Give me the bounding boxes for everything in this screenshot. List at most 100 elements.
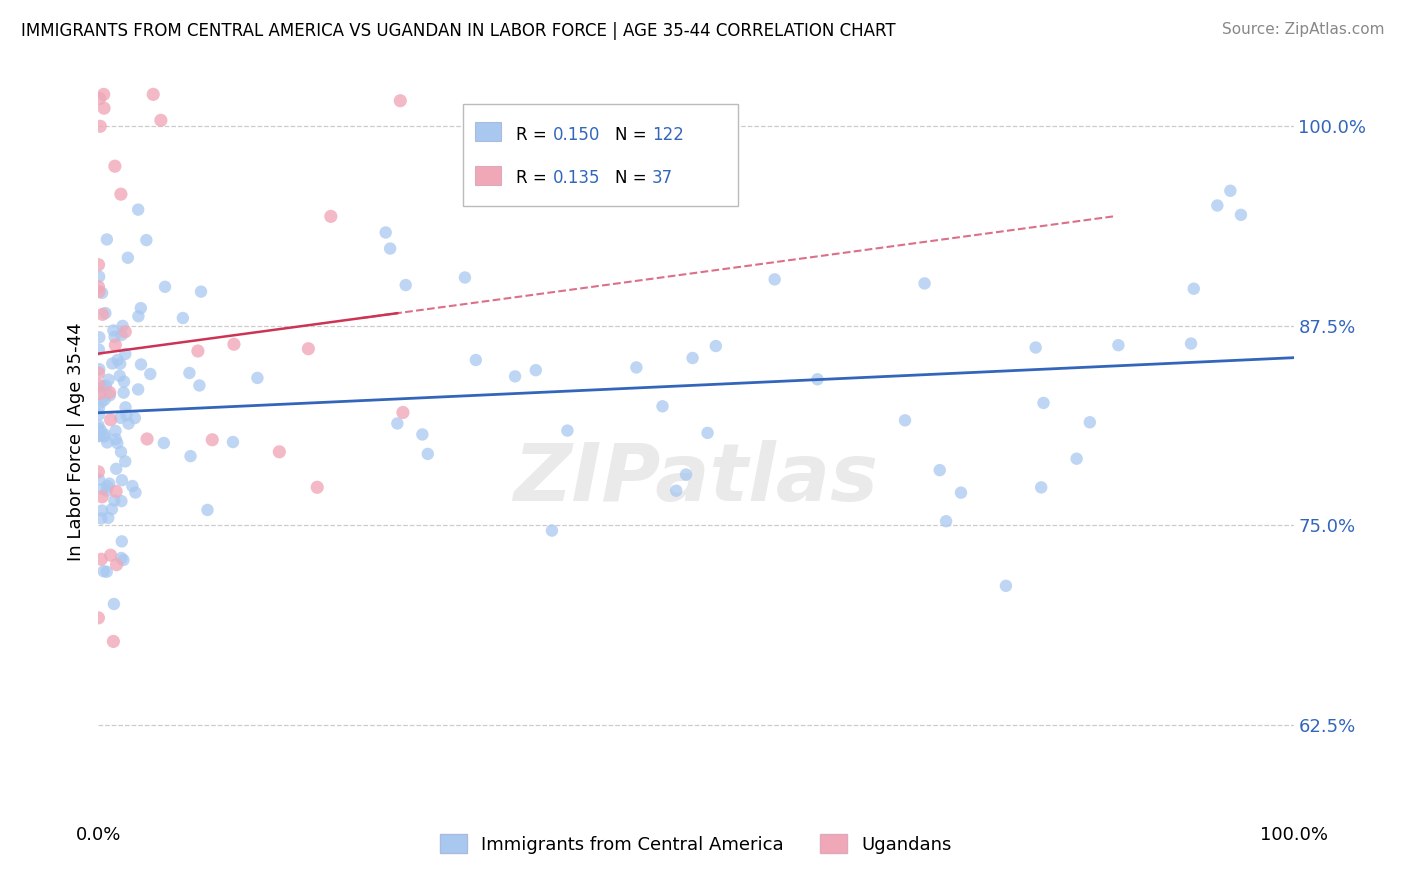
Point	[269, 445, 291, 459]
Text: R =: R =	[516, 126, 551, 144]
Point	[1206, 198, 1229, 212]
Point	[110, 551, 132, 566]
Point	[89, 120, 111, 134]
Point	[763, 272, 786, 286]
FancyBboxPatch shape	[475, 122, 501, 141]
Text: N =: N =	[614, 169, 651, 187]
Point	[319, 210, 342, 224]
Point	[89, 408, 111, 422]
Point	[87, 378, 110, 392]
Point	[90, 424, 112, 438]
Point	[96, 435, 118, 450]
Point	[87, 366, 110, 380]
Point	[98, 385, 121, 400]
Point	[110, 494, 132, 508]
Point	[91, 490, 114, 504]
Text: R =: R =	[516, 169, 551, 187]
Point	[142, 87, 165, 102]
Point	[87, 418, 110, 433]
Point	[91, 482, 114, 496]
Point	[110, 445, 132, 459]
Point	[1182, 282, 1205, 296]
Point	[87, 343, 110, 357]
Text: 37: 37	[652, 169, 673, 187]
Point	[222, 435, 245, 450]
Point	[96, 479, 118, 493]
Point	[105, 436, 128, 450]
Point	[524, 363, 547, 377]
Point	[87, 401, 110, 415]
Point	[378, 242, 401, 256]
Point	[135, 233, 157, 247]
Point	[89, 386, 111, 401]
Point	[1031, 480, 1053, 494]
Point	[136, 432, 159, 446]
Point	[179, 366, 201, 380]
Point	[89, 269, 111, 284]
Point	[1107, 338, 1129, 352]
Point	[94, 378, 117, 392]
Point	[297, 342, 319, 356]
Point	[129, 358, 152, 372]
Point	[115, 408, 138, 422]
Text: ZIPatlas: ZIPatlas	[513, 441, 879, 518]
Point	[928, 463, 950, 477]
Point	[100, 413, 122, 427]
Point	[557, 424, 579, 438]
Point	[127, 383, 149, 397]
Point	[387, 417, 409, 431]
Point	[114, 325, 136, 339]
Point	[129, 301, 152, 315]
Text: Source: ZipAtlas.com: Source: ZipAtlas.com	[1222, 22, 1385, 37]
Point	[153, 436, 176, 450]
Point	[103, 634, 125, 648]
Point	[93, 429, 115, 443]
Point	[1032, 396, 1054, 410]
Point	[626, 360, 648, 375]
Point	[222, 337, 245, 351]
Point	[100, 548, 122, 562]
Point	[87, 258, 110, 272]
Point	[89, 330, 111, 344]
FancyBboxPatch shape	[475, 166, 501, 185]
Point	[201, 433, 224, 447]
Point	[90, 552, 112, 566]
Point	[94, 427, 117, 442]
Point	[111, 534, 134, 549]
Point	[172, 311, 194, 326]
Point	[91, 307, 114, 321]
Point	[1230, 208, 1253, 222]
Point	[914, 277, 936, 291]
Point	[188, 378, 211, 392]
Point	[104, 338, 127, 352]
Point	[696, 425, 718, 440]
Point	[374, 226, 396, 240]
Point	[101, 502, 124, 516]
Point	[97, 511, 120, 525]
Point	[97, 373, 120, 387]
Point	[114, 401, 136, 415]
Point	[124, 411, 146, 425]
Point	[994, 579, 1017, 593]
Point	[87, 382, 110, 396]
Point	[96, 483, 118, 498]
Point	[87, 611, 110, 625]
Point	[87, 465, 110, 479]
Point	[105, 558, 128, 572]
Point	[91, 285, 114, 300]
Point	[108, 368, 131, 383]
Point	[675, 467, 697, 482]
Point	[87, 421, 110, 435]
Point	[87, 428, 110, 442]
Point	[107, 353, 129, 368]
Point	[93, 101, 115, 115]
Point	[139, 367, 162, 381]
Point	[105, 462, 128, 476]
Point	[91, 379, 114, 393]
Text: 0.135: 0.135	[553, 169, 600, 187]
Point	[104, 330, 127, 344]
Point	[98, 476, 121, 491]
FancyBboxPatch shape	[463, 104, 738, 206]
Point	[90, 395, 112, 409]
Point	[307, 480, 329, 494]
